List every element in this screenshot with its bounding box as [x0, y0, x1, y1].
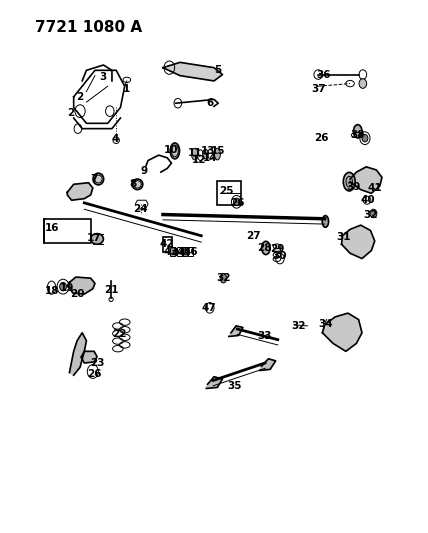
Text: 44: 44 [172, 248, 187, 259]
Text: 5: 5 [214, 66, 222, 75]
Text: 35: 35 [227, 381, 242, 391]
Text: 32: 32 [216, 273, 231, 283]
Text: 14: 14 [203, 153, 218, 163]
Text: 15: 15 [211, 146, 226, 156]
Ellipse shape [132, 179, 143, 190]
Circle shape [370, 209, 377, 217]
Text: 36: 36 [316, 70, 331, 79]
Polygon shape [68, 277, 95, 294]
Text: 3: 3 [99, 71, 106, 82]
Text: 41: 41 [367, 183, 382, 193]
Text: 25: 25 [220, 186, 234, 196]
Text: 33: 33 [257, 332, 271, 342]
Ellipse shape [220, 273, 226, 283]
Text: 29: 29 [270, 244, 284, 254]
Text: 28: 28 [257, 243, 271, 253]
Text: 45: 45 [177, 247, 192, 257]
Bar [163, 237, 172, 252]
Ellipse shape [262, 241, 270, 255]
Ellipse shape [191, 148, 198, 160]
Circle shape [234, 198, 240, 206]
Text: 10: 10 [163, 145, 178, 155]
Polygon shape [350, 167, 382, 193]
Text: 38: 38 [351, 130, 365, 140]
Bar [217, 181, 241, 205]
Text: 2: 2 [77, 92, 84, 102]
Circle shape [59, 282, 66, 291]
Ellipse shape [91, 233, 104, 244]
Text: 42: 42 [159, 239, 174, 249]
Text: 31: 31 [336, 232, 351, 243]
Text: 27: 27 [246, 231, 261, 241]
Ellipse shape [170, 143, 180, 159]
Text: 19: 19 [60, 282, 74, 293]
Text: 17: 17 [87, 233, 101, 244]
Text: 21: 21 [104, 285, 119, 295]
Polygon shape [163, 62, 223, 81]
Text: 11: 11 [187, 148, 202, 158]
Text: 2: 2 [67, 108, 74, 118]
Polygon shape [342, 225, 375, 259]
Text: 12: 12 [192, 156, 206, 165]
Bar [177, 247, 181, 256]
Text: 26: 26 [230, 198, 245, 208]
Ellipse shape [354, 125, 362, 138]
Text: 7721 1080 A: 7721 1080 A [36, 20, 143, 35]
Text: 34: 34 [318, 319, 333, 329]
Polygon shape [69, 333, 86, 375]
Ellipse shape [322, 216, 329, 227]
Ellipse shape [203, 149, 208, 159]
Text: 40: 40 [361, 195, 375, 205]
Text: 22: 22 [113, 329, 127, 340]
Ellipse shape [214, 148, 220, 160]
Text: 39: 39 [346, 182, 361, 192]
Bar [181, 247, 187, 256]
Polygon shape [229, 326, 243, 336]
Text: 4: 4 [111, 134, 119, 144]
Text: 30: 30 [273, 251, 287, 261]
Polygon shape [322, 313, 362, 351]
Ellipse shape [343, 172, 355, 191]
Text: 7: 7 [90, 174, 98, 184]
Polygon shape [67, 183, 93, 200]
Text: 26: 26 [87, 369, 101, 378]
Text: 18: 18 [45, 286, 59, 296]
Bar [188, 247, 193, 256]
Text: 46: 46 [183, 247, 198, 257]
Circle shape [362, 134, 368, 142]
Text: 16: 16 [45, 223, 59, 233]
Polygon shape [260, 359, 276, 370]
Text: 13: 13 [201, 146, 216, 156]
Polygon shape [81, 351, 97, 363]
Ellipse shape [359, 79, 367, 88]
Text: 1: 1 [123, 84, 131, 94]
Bar [170, 247, 175, 256]
Text: 8: 8 [130, 179, 137, 189]
Text: 6: 6 [206, 98, 214, 108]
Text: 47: 47 [202, 303, 216, 313]
Text: 23: 23 [90, 358, 104, 368]
Text: 24: 24 [134, 204, 148, 214]
Polygon shape [206, 377, 223, 389]
Text: 20: 20 [70, 289, 84, 299]
Text: 32: 32 [291, 321, 306, 331]
Text: 26: 26 [314, 133, 328, 143]
Text: 9: 9 [140, 166, 147, 176]
Ellipse shape [93, 173, 104, 185]
Text: 32: 32 [363, 209, 378, 220]
Text: 43: 43 [163, 247, 178, 257]
Text: 37: 37 [311, 84, 325, 94]
